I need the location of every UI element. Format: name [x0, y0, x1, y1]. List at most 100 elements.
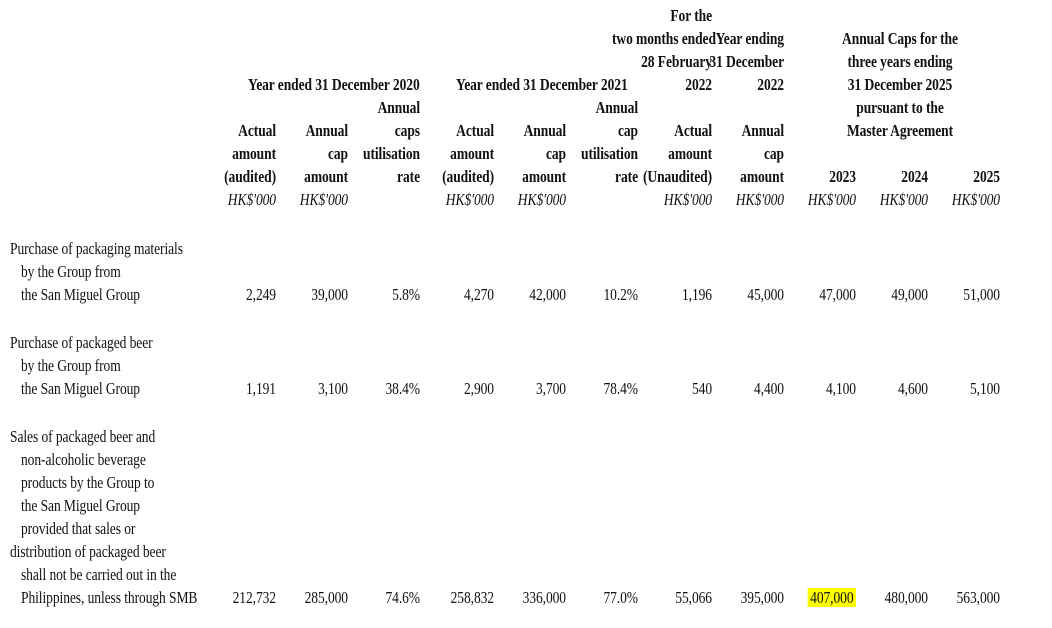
col-header-year: 2025 [973, 167, 1000, 186]
col-header-line: utilisation [580, 144, 638, 163]
unit-label: HK$'000 [663, 190, 712, 209]
header-two-months-line: 28 February [641, 52, 712, 71]
col-header-line: Actual [238, 121, 276, 140]
col-header-line: cap [327, 144, 348, 163]
cell-rate-2021: 78.4% [603, 379, 638, 398]
col-header-line: (Unaudited) [642, 167, 712, 186]
header-year-2022-line: 2022 [757, 75, 784, 94]
col-header-line: rate [397, 167, 420, 186]
cell-cap-2024: 49,000 [891, 285, 928, 304]
col-header-line: Annual [595, 98, 638, 117]
col-header-line: cap [545, 144, 566, 163]
col-header-line: (audited) [224, 167, 276, 186]
col-header-line: (audited) [442, 167, 494, 186]
unit-label: HK$'000 [879, 190, 928, 209]
row-label: by the Group from [21, 356, 121, 375]
cell-rate-2020: 5.8% [392, 285, 420, 304]
header-2020-period: Year ended 31 December 2020 [248, 75, 420, 94]
unit-label: HK$'000 [807, 190, 856, 209]
row-label: non-alcoholic beverage [21, 450, 146, 469]
cell-rate-2020: 74.6% [385, 588, 420, 607]
cell-cap-2023: 47,000 [819, 285, 856, 304]
cell-cap-2023: 4,100 [825, 379, 856, 398]
col-header-line: Annual [741, 121, 784, 140]
unit-label: HK$'000 [951, 190, 1000, 209]
row-label: provided that sales or [21, 519, 136, 538]
cell-actual-2020: 2,249 [245, 285, 276, 304]
header-annual-caps-line: pursuant to the [856, 98, 944, 117]
row-label: Purchase of packaging materials [10, 239, 183, 258]
col-header-line: cap [763, 144, 784, 163]
unit-label: HK$'000 [445, 190, 494, 209]
header-annual-caps-line: 31 December 2025 [847, 75, 953, 94]
col-header-line: rate [615, 167, 638, 186]
col-header-line: utilisation [362, 144, 420, 163]
header-2021-period: Year ended 31 December 2021 [456, 75, 628, 94]
cell-rate-2021: 10.2% [603, 285, 638, 304]
header-annual-caps-line: Master Agreement [846, 121, 954, 140]
row-label: the San Miguel Group [21, 496, 140, 515]
row-label: distribution of packaged beer [10, 542, 166, 561]
row-label: products by the Group to [21, 473, 155, 492]
cell-actual-2021: 2,900 [463, 379, 494, 398]
col-header-year: 2024 [901, 167, 928, 186]
cell-actual-2022: 1,196 [681, 285, 712, 304]
header-two-months-line: 2022 [685, 75, 712, 94]
unit-label: HK$'000 [735, 190, 784, 209]
header-two-months-line: For the [670, 6, 712, 25]
cell-cap-2024: 480,000 [884, 588, 928, 607]
cell-actual-2020: 1,191 [245, 379, 276, 398]
col-header-line: amount [522, 167, 566, 186]
col-header-line: Annual [377, 98, 420, 117]
row-label: the San Miguel Group [21, 285, 140, 304]
cell-cap-2024: 4,600 [897, 379, 928, 398]
col-header-line: cap [617, 121, 638, 140]
header-year-2022-line: 31 December [709, 52, 784, 71]
cell-cap-2021: 336,000 [522, 588, 566, 607]
cell-cap-2020: 3,100 [317, 379, 348, 398]
row-label: Philippines, unless through SMB [21, 588, 198, 607]
cell-rate-2021: 77.0% [603, 588, 638, 607]
row-label: by the Group from [21, 262, 121, 281]
col-header-line: amount [668, 144, 712, 163]
col-header-line: amount [740, 167, 784, 186]
row-label: Purchase of packaged beer [10, 333, 153, 352]
col-header-line: Annual [305, 121, 348, 140]
cell-cap-2022: 4,400 [753, 379, 784, 398]
cell-cap-2025: 563,000 [956, 588, 1000, 607]
col-header-line: Actual [456, 121, 494, 140]
unit-label: HK$'000 [517, 190, 566, 209]
cell-cap-2022: 395,000 [740, 588, 784, 607]
cell-actual-2022: 540 [691, 379, 712, 398]
cell-cap-2021: 42,000 [529, 285, 566, 304]
cell-cap-2020: 39,000 [311, 285, 348, 304]
unit-label: HK$'000 [299, 190, 348, 209]
col-header-line: Actual [674, 121, 712, 140]
unit-label: HK$'000 [227, 190, 276, 209]
row-label: Sales of packaged beer and [10, 427, 156, 446]
cell-cap-2025: 5,100 [969, 379, 1000, 398]
cell-cap-2022: 45,000 [747, 285, 784, 304]
cell-rate-2020: 38.4% [385, 379, 420, 398]
cell-actual-2021: 258,832 [450, 588, 494, 607]
cell-cap-2025: 51,000 [963, 285, 1000, 304]
highlighted-value: 407,000 [807, 588, 856, 607]
col-header-year: 2023 [829, 167, 856, 186]
cell-cap-2021: 3,700 [535, 379, 566, 398]
row-label: shall not be carried out in the [21, 565, 177, 584]
col-header-line: amount [232, 144, 276, 163]
cell-cap-2020: 285,000 [304, 588, 348, 607]
header-annual-caps-line: three years ending [847, 52, 953, 71]
cell-actual-2022: 55,066 [675, 588, 712, 607]
col-header-line: amount [450, 144, 494, 163]
cell-actual-2021: 4,270 [463, 285, 494, 304]
col-header-line: caps [394, 121, 420, 140]
header-annual-caps-line: Annual Caps for the [842, 29, 958, 48]
header-year-2022-line: Year ending [715, 29, 784, 48]
header-two-months-line: two months ended [611, 29, 716, 48]
cell-actual-2020: 212,732 [232, 588, 276, 607]
col-header-line: Annual [523, 121, 566, 140]
col-header-line: amount [304, 167, 348, 186]
row-label: the San Miguel Group [21, 379, 140, 398]
cell-cap-2023-highlighted: 407,000 [790, 586, 856, 609]
